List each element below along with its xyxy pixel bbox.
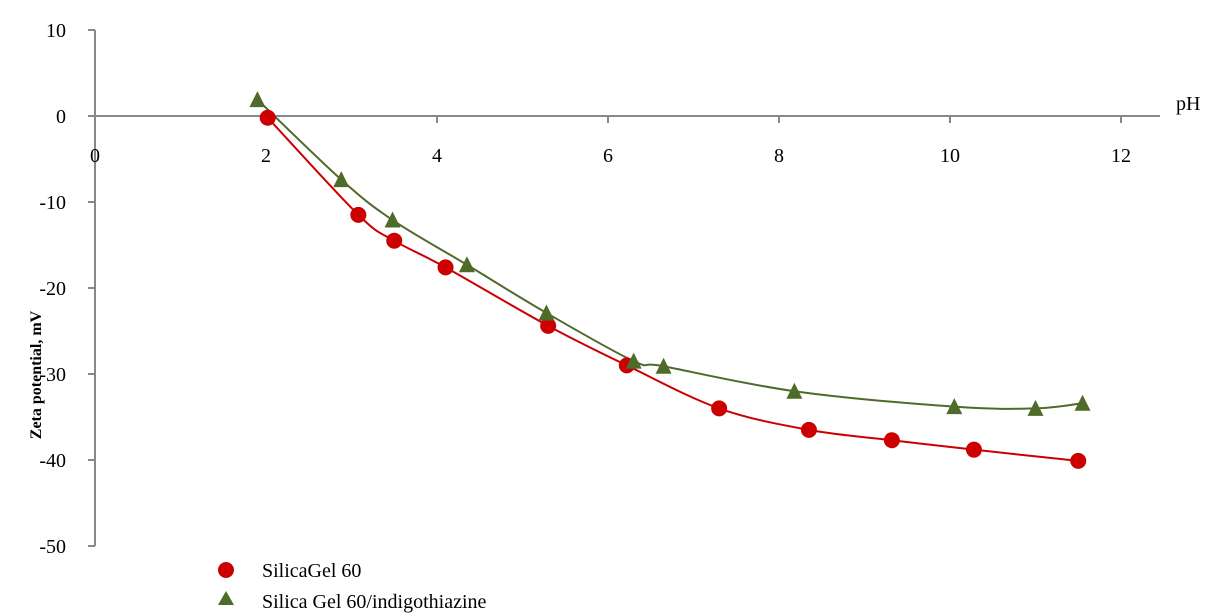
legend: SilicaGel 60 Silica Gel 60/indigothiazin… <box>218 560 487 613</box>
data-point-series-1 <box>350 206 367 223</box>
data-point-series-1 <box>883 432 900 449</box>
data-point-series-2 <box>655 357 672 374</box>
legend-marker-silicagel <box>218 562 234 578</box>
legend-label-silicagel: SilicaGel 60 <box>262 560 361 582</box>
axes: 10 0 -10 -20 -30 -40 -50 0 2 4 6 8 10 12 <box>39 20 1160 558</box>
x-tick-label: 0 <box>90 145 100 167</box>
y-tick-label: -20 <box>39 278 66 300</box>
legend-label-indigothiazine: Silica Gel 60/indigothiazine <box>262 591 487 613</box>
data-point-series-2 <box>458 256 475 273</box>
data-point-series-2 <box>538 304 555 321</box>
data-point-series-2 <box>786 382 803 399</box>
data-point-series-1 <box>437 259 454 276</box>
legend-marker-indigothiazine <box>218 591 234 605</box>
data-point-series-2 <box>1074 394 1091 411</box>
y-tick-label: 10 <box>46 20 66 42</box>
y-tick-label: -10 <box>39 192 66 214</box>
data-point-series-2 <box>1027 399 1044 416</box>
data-point-series-2 <box>384 211 401 228</box>
y-axis-label: Zeta potential, mV <box>28 310 45 439</box>
data-point-series-1 <box>259 109 276 126</box>
data-point-series-2 <box>333 171 350 188</box>
data-point-series-1 <box>540 317 557 334</box>
data-point-series-1 <box>800 421 817 438</box>
data-point-series-2 <box>625 352 642 369</box>
x-tick-label: 8 <box>774 145 784 167</box>
y-tick-label: -30 <box>39 364 66 386</box>
y-tick-label: -40 <box>39 450 66 472</box>
x-tick-label: 2 <box>261 145 271 167</box>
x-tick-label: 4 <box>432 145 442 167</box>
data-point-series-1 <box>1070 452 1087 469</box>
data-point-series-1 <box>965 441 982 458</box>
data-point-series-2 <box>946 398 963 415</box>
x-tick-label: 12 <box>1111 145 1131 167</box>
y-tick-label: 0 <box>56 106 66 128</box>
data-point-series-1 <box>386 232 403 249</box>
x-tick-label: 6 <box>603 145 613 167</box>
data-points <box>249 91 1091 469</box>
y-tick-label: -50 <box>39 536 66 558</box>
data-point-series-2 <box>249 91 266 108</box>
data-point-series-1 <box>711 400 728 417</box>
x-axis-label: pH <box>1176 93 1200 115</box>
x-tick-label: 10 <box>940 145 960 167</box>
